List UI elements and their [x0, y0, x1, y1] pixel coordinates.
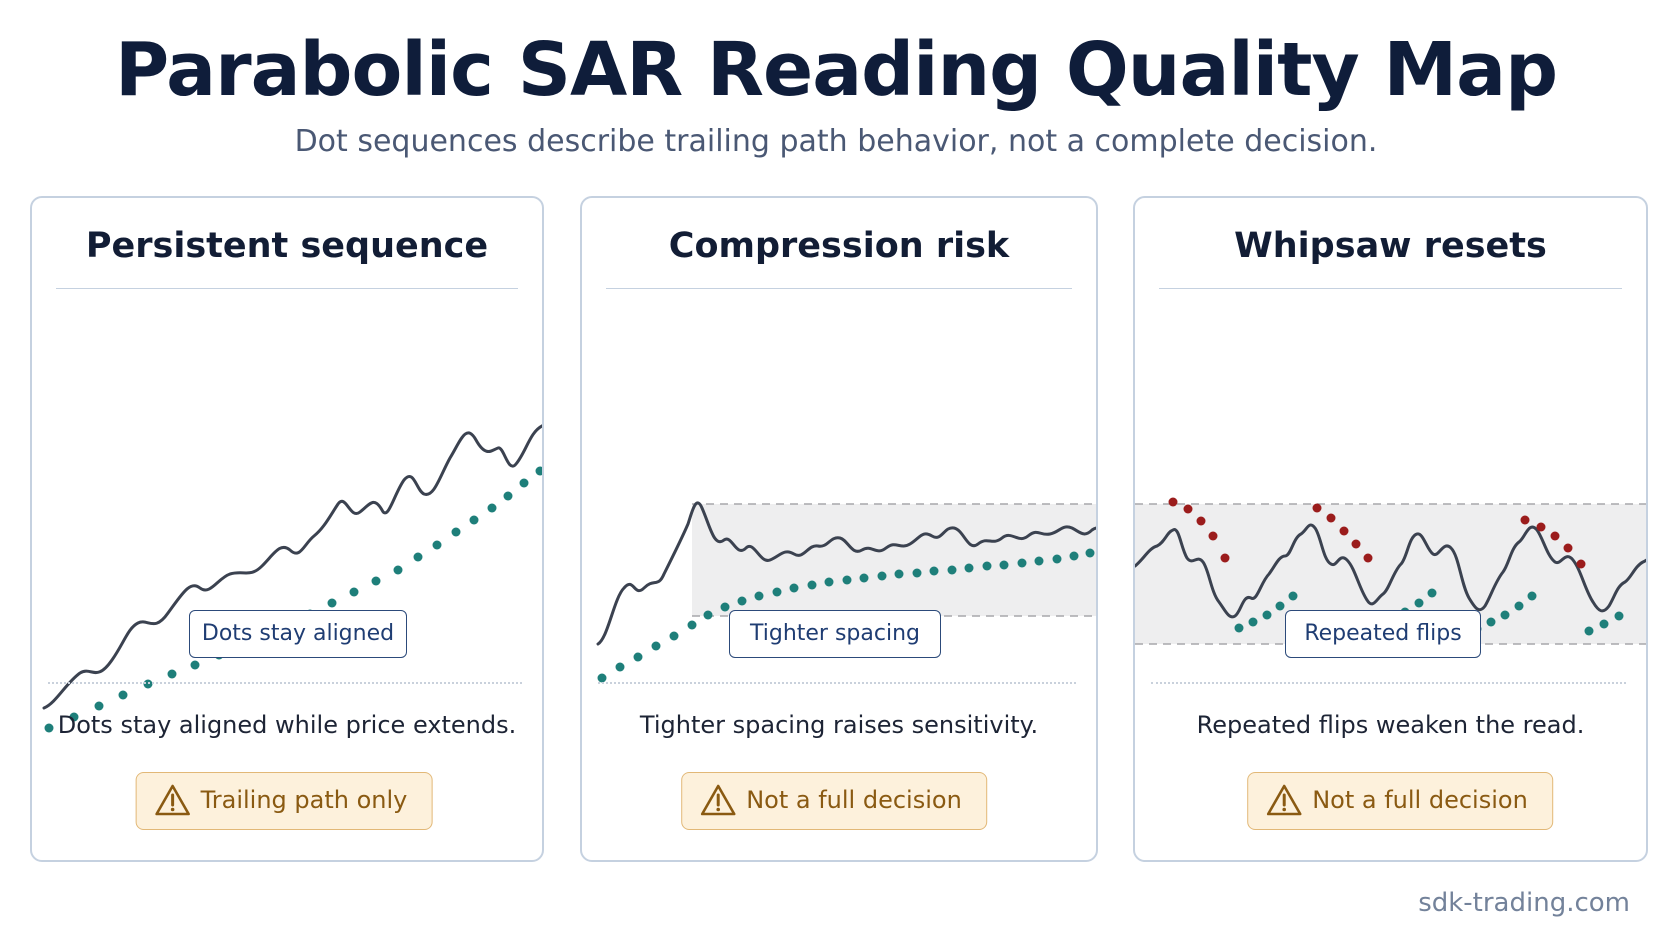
warning-triangle-icon [700, 784, 736, 816]
heading-divider [606, 288, 1072, 289]
page-title: Parabolic SAR Reading Quality Map [114, 27, 1558, 113]
warning-triangle-icon [1266, 784, 1302, 816]
warning-triangle-icon [155, 784, 190, 816]
sar-dots [597, 548, 1095, 683]
warning-text: Not a full decision [1312, 786, 1528, 814]
compression-risk-chart [596, 501, 1096, 683]
heading-divider [56, 288, 518, 289]
warning-badge: Trailing path only [135, 772, 433, 830]
tag-dots-stay-aligned: Dots stay aligned [189, 610, 407, 658]
price-line [1135, 523, 1646, 619]
price-line [596, 501, 1096, 646]
panel-description: Dots stay aligned while price extends. [57, 711, 517, 739]
dotted-divider [598, 682, 1076, 684]
panel-compression-risk: Compression risk Tighter spacing [580, 196, 1098, 862]
panel-description: Tighter spacing raises sensitivity. [639, 711, 1039, 739]
warning-text: Not a full decision [746, 786, 962, 814]
panel-description: Repeated flips weaken the read. [1196, 711, 1585, 739]
warning-badge: Not a full decision [1247, 772, 1553, 830]
panel-whipsaw-resets: Whipsaw resets [1133, 196, 1648, 862]
tag-tighter-spacing: Tighter spacing [729, 610, 941, 658]
panel-persistent-sequence: Persistent sequence Dots stay aligned Do… [30, 196, 544, 862]
warning-text: Trailing path only [200, 786, 408, 814]
dotted-divider [48, 682, 522, 684]
sar-dots-bearish [1168, 497, 1586, 569]
price-line [42, 424, 542, 710]
panel-heading: Compression risk [668, 226, 1010, 266]
page-subtitle: Dot sequences describe trailing path beh… [294, 124, 1378, 159]
dotted-divider [1151, 682, 1626, 684]
warning-badge: Not a full decision [681, 772, 987, 830]
tag-repeated-flips: Repeated flips [1285, 610, 1481, 658]
footer-site-link[interactable]: sdk-trading.com [1418, 888, 1630, 918]
panel-heading: Persistent sequence [85, 226, 489, 266]
heading-divider [1159, 288, 1622, 289]
panel-heading: Whipsaw resets [1234, 226, 1547, 266]
sar-dots [44, 466, 542, 733]
